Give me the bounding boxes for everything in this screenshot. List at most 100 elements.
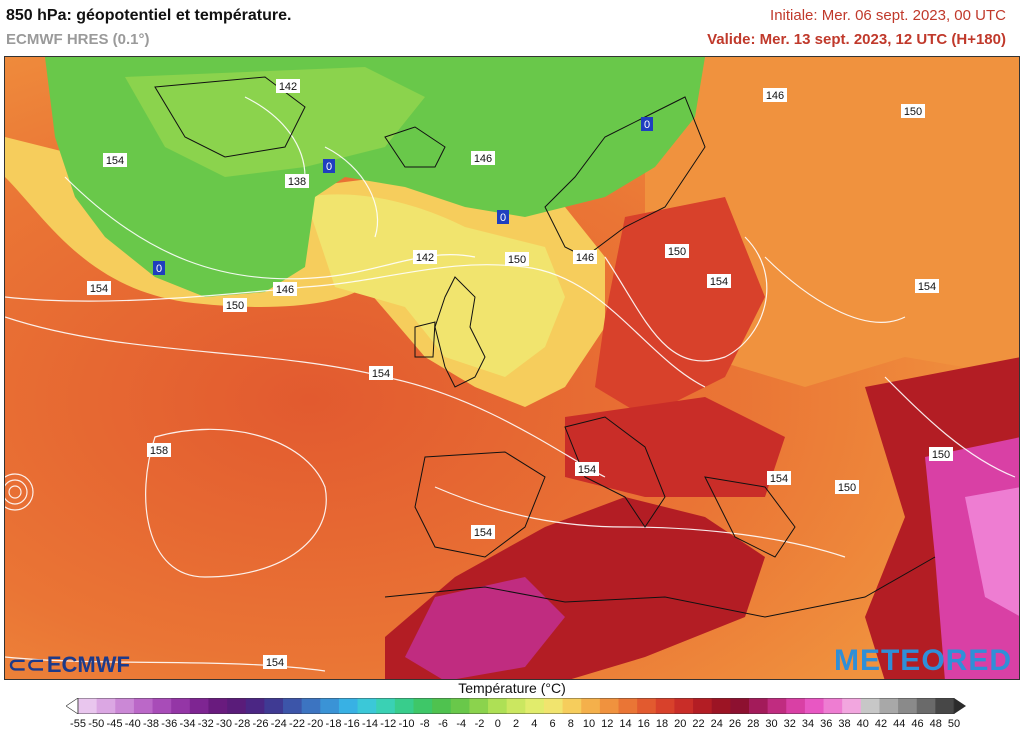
colorbar-tick-label: -36 (161, 718, 178, 730)
colorbar-tick-label: 0 (494, 718, 501, 730)
colorbar-tick-label: 28 (747, 718, 760, 730)
svg-text:150: 150 (508, 254, 526, 266)
colorbar-swatch (767, 698, 787, 714)
svg-text:138: 138 (288, 176, 306, 188)
svg-text:0: 0 (500, 212, 506, 224)
colorbar-tick-label: -22 (289, 718, 305, 730)
ecmwf-logo: ⊂⊂ECMWF (8, 652, 130, 677)
colorbar-tick-label: -14 (362, 718, 378, 730)
zero-isotherm-label: 0 (497, 210, 509, 224)
colorbar-swatch (394, 698, 414, 714)
geopotential-contours (5, 96, 1016, 672)
colorbar-swatch (133, 698, 154, 714)
colorbar-swatch (450, 698, 470, 714)
map-canvas: 142 146 146 150 154 138 142 150 146 150 … (5, 57, 1019, 679)
contour-label: 150 (929, 447, 953, 461)
colorbar-tick-label: 2 (512, 718, 520, 730)
colorbar-tick-label: -16 (343, 718, 360, 730)
colorbar-tick-label: 22 (692, 718, 705, 730)
colorbar-tick-label: 30 (765, 718, 778, 730)
contour-label: 158 (147, 443, 171, 457)
svg-text:154: 154 (918, 281, 936, 293)
colorbar-swatch (264, 698, 284, 714)
meteored-logo: METEORED (833, 644, 1012, 677)
colorbar-arrow-high (954, 698, 966, 714)
colorbar-swatch (189, 698, 209, 714)
colorbar-swatch (413, 698, 433, 714)
colorbar-swatch (469, 698, 489, 714)
colorbar-swatch (786, 698, 806, 714)
colorbar-swatch (748, 698, 769, 714)
contour-label: 154 (263, 655, 287, 669)
colorbar-swatch (674, 698, 694, 714)
colorbar-tick-label: 16 (637, 718, 650, 730)
svg-text:154: 154 (106, 155, 124, 167)
contour-label: 142 (413, 250, 437, 264)
contour-label: 150 (223, 298, 247, 312)
colorbar-swatch (879, 698, 899, 714)
colorbar-tick-label: 24 (710, 718, 723, 730)
colorbar-tick-label: -4 (456, 718, 467, 730)
svg-text:150: 150 (932, 449, 950, 461)
colorbar-ticks: -55 -50 -45 -40 -38 -36 -34 -32 -30 -28 -26 -24 -22-… (66, 718, 966, 734)
colorbar-swatch (693, 698, 713, 714)
colorbar-swatch (543, 698, 564, 714)
header-right: Initiale: Mer. 06 sept. 2023, 00 UTC Val… (707, 6, 1006, 50)
colorbar-swatch (320, 698, 340, 714)
colorbar-swatch (96, 698, 116, 714)
contour-label: 154 (707, 274, 731, 288)
initial-time: Initiale: Mer. 06 sept. 2023, 00 UTC (770, 7, 1006, 24)
svg-text:0: 0 (156, 263, 162, 275)
colorbar-tick-label: 12 (601, 718, 614, 730)
colorbar-tick-label: -28 (234, 718, 251, 730)
colorbar-tick-label: -24 (270, 718, 287, 730)
colorbar-swatch (860, 698, 880, 714)
colorbar-tick-label: 48 (929, 718, 942, 730)
colorbar-tick-label: -55 (70, 718, 86, 730)
colorbar-tick-label: 6 (549, 718, 556, 730)
contour-label: 154 (471, 525, 495, 539)
colorbar-swatch (338, 698, 359, 714)
contour-label: 150 (665, 244, 689, 258)
colorbar-tick-label: 42 (874, 718, 888, 730)
contour-label: 150 (835, 480, 859, 494)
contour-label: 154 (369, 366, 393, 380)
contour-label: 146 (763, 88, 787, 102)
svg-text:142: 142 (416, 252, 434, 264)
svg-text:146: 146 (576, 252, 594, 264)
svg-text:142: 142 (279, 81, 297, 93)
svg-text:146: 146 (276, 284, 294, 296)
svg-text:154: 154 (372, 368, 390, 380)
colorbar-swatch (227, 698, 247, 714)
model-subtitle: ECMWF HRES (0.1°) (6, 31, 150, 48)
svg-text:154: 154 (90, 283, 108, 295)
colorbar-tick-label: 36 (820, 718, 833, 730)
contour-label: 142 (276, 79, 300, 93)
colorbar-tick-label: -26 (252, 718, 269, 730)
colorbar-swatch (916, 698, 936, 714)
colorbar-swatch (637, 698, 657, 714)
colorbar-tick-label: -32 (197, 718, 214, 730)
coastlines (154, 76, 936, 618)
svg-text:150: 150 (838, 482, 856, 494)
contour-label: 150 (901, 104, 925, 118)
contour-label: 154 (767, 471, 791, 485)
svg-text:150: 150 (904, 106, 922, 118)
colorbar-tick-label: 4 (531, 718, 538, 730)
colorbar-swatch (301, 698, 321, 714)
valid-time: Valide: Mer. 13 sept. 2023, 12 UTC (H+18… (707, 31, 1006, 48)
contour-label: 146 (573, 250, 597, 264)
svg-text:0: 0 (326, 161, 332, 173)
colorbar-tick-label: -20 (307, 718, 324, 730)
colorbar-tick-label: -30 (216, 718, 232, 730)
colorbar-tick-label: -8 (419, 718, 430, 730)
colorbar-tick-label: -50 (88, 718, 105, 730)
colorbar-tick-label: 26 (728, 718, 742, 730)
colorbar-tick-label: -2 (474, 718, 485, 730)
colorbar-tick-label: 50 (947, 718, 961, 730)
colorbar-tick-label: -18 (325, 718, 342, 730)
contour-label: 154 (87, 281, 111, 295)
colorbar-swatch (506, 698, 526, 714)
colorbar-swatch (898, 698, 918, 714)
colorbar-tick-label: -38 (143, 718, 159, 730)
